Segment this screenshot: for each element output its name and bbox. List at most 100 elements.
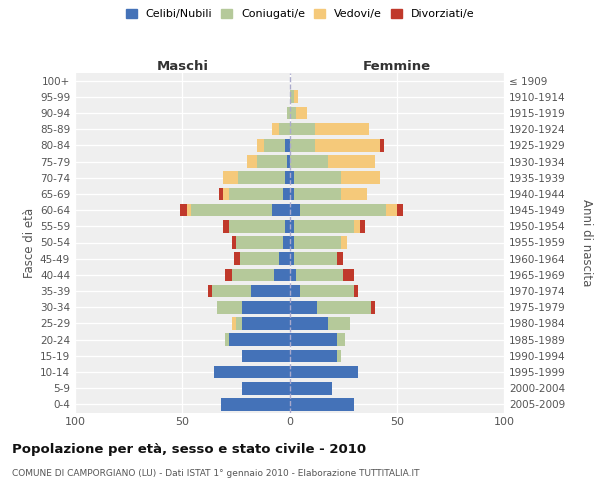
- Bar: [290, 139, 315, 151]
- Bar: [236, 236, 283, 249]
- Bar: [294, 90, 298, 103]
- Bar: [257, 155, 287, 168]
- Bar: [221, 398, 290, 410]
- Bar: [272, 204, 290, 216]
- Text: COMUNE DI CAMPORGIANO (LU) - Dati ISTAT 1° gennaio 2010 - Elaborazione TUTTITALI: COMUNE DI CAMPORGIANO (LU) - Dati ISTAT …: [12, 469, 419, 478]
- Text: Popolazione per età, sesso e stato civile - 2010: Popolazione per età, sesso e stato civil…: [12, 442, 366, 456]
- Bar: [287, 155, 290, 168]
- Bar: [238, 172, 285, 184]
- Bar: [360, 220, 365, 232]
- Bar: [208, 285, 212, 298]
- Bar: [242, 382, 290, 394]
- Bar: [300, 285, 354, 298]
- Y-axis label: Fasce di età: Fasce di età: [23, 208, 36, 278]
- Bar: [234, 252, 240, 265]
- Bar: [290, 90, 294, 103]
- Bar: [290, 301, 317, 314]
- Bar: [229, 220, 285, 232]
- Bar: [328, 317, 350, 330]
- Bar: [290, 204, 300, 216]
- Bar: [290, 155, 328, 168]
- Bar: [315, 123, 369, 136]
- Bar: [328, 155, 376, 168]
- Bar: [283, 188, 290, 200]
- Bar: [337, 252, 343, 265]
- Bar: [274, 268, 290, 281]
- Bar: [294, 220, 354, 232]
- Bar: [341, 236, 347, 249]
- Bar: [343, 268, 354, 281]
- Bar: [296, 106, 307, 120]
- Bar: [242, 317, 290, 330]
- Bar: [279, 123, 290, 136]
- Bar: [290, 123, 315, 136]
- Bar: [247, 155, 257, 168]
- Bar: [290, 236, 294, 249]
- Bar: [371, 301, 376, 314]
- Bar: [337, 350, 341, 362]
- Bar: [300, 204, 386, 216]
- Bar: [223, 188, 229, 200]
- Bar: [294, 236, 341, 249]
- Bar: [287, 106, 290, 120]
- Bar: [386, 204, 397, 216]
- Bar: [285, 220, 290, 232]
- Bar: [229, 188, 283, 200]
- Bar: [354, 220, 360, 232]
- Bar: [242, 350, 290, 362]
- Bar: [240, 252, 279, 265]
- Bar: [257, 139, 264, 151]
- Bar: [290, 106, 296, 120]
- Bar: [290, 366, 358, 378]
- Bar: [285, 139, 290, 151]
- Bar: [180, 204, 187, 216]
- Bar: [272, 123, 279, 136]
- Bar: [223, 220, 229, 232]
- Bar: [294, 252, 337, 265]
- Bar: [290, 285, 300, 298]
- Bar: [354, 285, 358, 298]
- Bar: [219, 188, 223, 200]
- Bar: [232, 317, 236, 330]
- Bar: [397, 204, 403, 216]
- Text: Femmine: Femmine: [362, 60, 431, 72]
- Bar: [229, 334, 290, 346]
- Legend: Celibi/Nubili, Coniugati/e, Vedovi/e, Divorziati/e: Celibi/Nubili, Coniugati/e, Vedovi/e, Di…: [122, 6, 478, 22]
- Text: Maschi: Maschi: [156, 60, 208, 72]
- Bar: [232, 268, 274, 281]
- Bar: [187, 204, 191, 216]
- Bar: [341, 172, 380, 184]
- Bar: [294, 172, 341, 184]
- Bar: [290, 268, 296, 281]
- Bar: [279, 252, 290, 265]
- Bar: [242, 301, 290, 314]
- Bar: [214, 366, 290, 378]
- Bar: [290, 252, 294, 265]
- Bar: [337, 334, 345, 346]
- Bar: [290, 382, 332, 394]
- Bar: [296, 268, 343, 281]
- Bar: [341, 188, 367, 200]
- Bar: [191, 204, 272, 216]
- Bar: [290, 334, 337, 346]
- Bar: [264, 139, 285, 151]
- Bar: [290, 350, 337, 362]
- Bar: [283, 236, 290, 249]
- Bar: [290, 220, 294, 232]
- Bar: [232, 236, 236, 249]
- Bar: [380, 139, 384, 151]
- Bar: [290, 188, 294, 200]
- Bar: [290, 398, 354, 410]
- Bar: [317, 301, 371, 314]
- Bar: [251, 285, 290, 298]
- Bar: [285, 172, 290, 184]
- Bar: [294, 188, 341, 200]
- Bar: [225, 268, 232, 281]
- Bar: [212, 285, 251, 298]
- Bar: [315, 139, 380, 151]
- Bar: [290, 317, 328, 330]
- Bar: [217, 301, 242, 314]
- Y-axis label: Anni di nascita: Anni di nascita: [580, 199, 593, 286]
- Bar: [236, 317, 242, 330]
- Bar: [225, 334, 229, 346]
